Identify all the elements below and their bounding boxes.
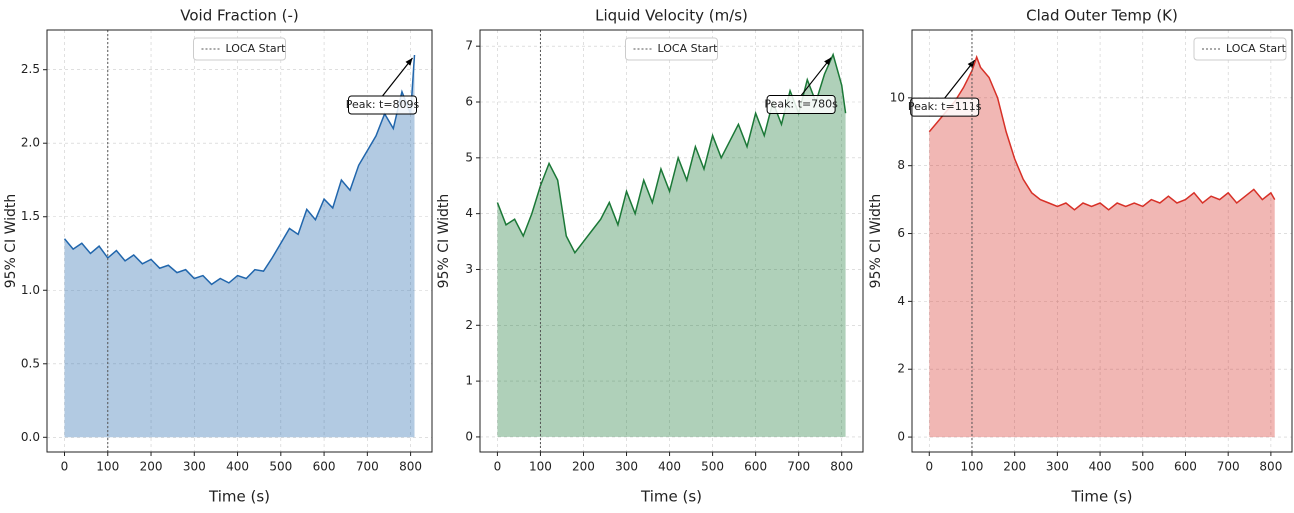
annotation-arrow bbox=[944, 59, 976, 99]
arrow-head bbox=[967, 60, 975, 68]
y-tick-label: 4 bbox=[465, 206, 473, 220]
legend-label: LOCA Start bbox=[226, 42, 287, 55]
plot-area bbox=[63, 54, 416, 438]
x-tick-label: 400 bbox=[226, 460, 249, 474]
x-tick-label: 200 bbox=[1003, 460, 1026, 474]
x-tick-label: 300 bbox=[1046, 460, 1069, 474]
annotation-arrow bbox=[382, 57, 413, 97]
x-tick-label: 300 bbox=[183, 460, 206, 474]
x-tick-label: 200 bbox=[572, 460, 595, 474]
legend-box bbox=[1193, 37, 1287, 61]
y-tick-label: 0 bbox=[897, 430, 905, 444]
legend-box bbox=[193, 37, 286, 61]
annotation-arrow bbox=[800, 57, 832, 96]
arrow-head bbox=[405, 57, 413, 66]
y-axis-label: 95% CI Width bbox=[436, 194, 452, 289]
annotation-box bbox=[766, 95, 836, 115]
y-axis-label: 95% CI Width bbox=[3, 194, 19, 289]
area bbox=[497, 54, 846, 437]
line bbox=[63, 54, 416, 286]
legend-label: LOCA Start bbox=[1226, 42, 1287, 55]
x-tick-label: 100 bbox=[96, 460, 119, 474]
y-tick-label: 1.5 bbox=[21, 209, 40, 223]
x-tick-label: 600 bbox=[313, 460, 336, 474]
y-tick-label: 0.0 bbox=[21, 430, 40, 444]
annotation: Peak: t=780s bbox=[764, 98, 838, 111]
axes-frame bbox=[46, 29, 433, 453]
x-tick-label: 700 bbox=[356, 460, 379, 474]
y-tick-label: 2 bbox=[465, 318, 473, 332]
y-tick-label: 0 bbox=[465, 429, 473, 443]
y-tick-label: 1 bbox=[465, 374, 473, 388]
y-tick-label: 5 bbox=[465, 150, 473, 164]
plot-area bbox=[496, 52, 847, 437]
annotation-box bbox=[910, 97, 980, 117]
x-tick-label: 400 bbox=[1089, 460, 1112, 474]
annotation: Peak: t=111s bbox=[908, 100, 982, 113]
y-tick-label: 2.0 bbox=[21, 136, 40, 150]
annotation: Peak: t=809s bbox=[346, 98, 420, 111]
x-axis-label: Time (s) bbox=[1071, 488, 1133, 506]
annotation-box bbox=[348, 95, 417, 115]
plot-area bbox=[928, 54, 1276, 438]
area bbox=[64, 54, 415, 438]
x-tick-label: 400 bbox=[658, 460, 681, 474]
axes-frame bbox=[911, 29, 1293, 453]
x-tick-label: 200 bbox=[140, 460, 163, 474]
y-tick-label: 1.0 bbox=[21, 283, 40, 297]
line bbox=[928, 54, 1276, 211]
y-axis-label: 95% CI Width bbox=[868, 194, 884, 289]
legend-box bbox=[625, 37, 718, 61]
x-tick-label: 700 bbox=[1217, 460, 1240, 474]
arrow-head bbox=[824, 57, 832, 66]
x-axis-label: Time (s) bbox=[208, 488, 270, 506]
y-tick-label: 2 bbox=[897, 362, 905, 376]
x-tick-label: 0 bbox=[925, 460, 933, 474]
line bbox=[496, 52, 847, 255]
y-tick-label: 6 bbox=[897, 226, 905, 240]
x-tick-label: 500 bbox=[1131, 460, 1154, 474]
axes-frame bbox=[479, 29, 864, 453]
x-tick-label: 800 bbox=[399, 460, 422, 474]
x-tick-label: 0 bbox=[494, 460, 502, 474]
area bbox=[929, 57, 1275, 438]
x-tick-label: 500 bbox=[269, 460, 292, 474]
y-tick-label: 7 bbox=[465, 39, 473, 53]
legend-label: LOCA Start bbox=[658, 42, 719, 55]
y-tick-label: 0.5 bbox=[21, 356, 40, 370]
x-tick-label: 300 bbox=[615, 460, 638, 474]
y-tick-label: 2.5 bbox=[21, 62, 40, 76]
x-tick-label: 500 bbox=[701, 460, 724, 474]
chart-title: Liquid Velocity (m/s) bbox=[595, 7, 748, 25]
x-axis-label: Time (s) bbox=[640, 488, 702, 506]
x-tick-label: 800 bbox=[1259, 460, 1282, 474]
chart-title: Void Fraction (-) bbox=[180, 7, 299, 25]
x-tick-label: 100 bbox=[529, 460, 552, 474]
y-tick-label: 6 bbox=[465, 95, 473, 109]
x-tick-label: 0 bbox=[61, 460, 69, 474]
y-tick-label: 4 bbox=[897, 294, 905, 308]
x-tick-label: 100 bbox=[961, 460, 984, 474]
y-tick-label: 10 bbox=[890, 90, 905, 104]
x-tick-label: 800 bbox=[830, 460, 853, 474]
y-tick-label: 8 bbox=[897, 158, 905, 172]
chart-title: Clad Outer Temp (K) bbox=[1026, 7, 1178, 25]
y-tick-label: 3 bbox=[465, 262, 473, 276]
x-tick-label: 700 bbox=[787, 460, 810, 474]
x-tick-label: 600 bbox=[1174, 460, 1197, 474]
x-tick-label: 600 bbox=[744, 460, 767, 474]
